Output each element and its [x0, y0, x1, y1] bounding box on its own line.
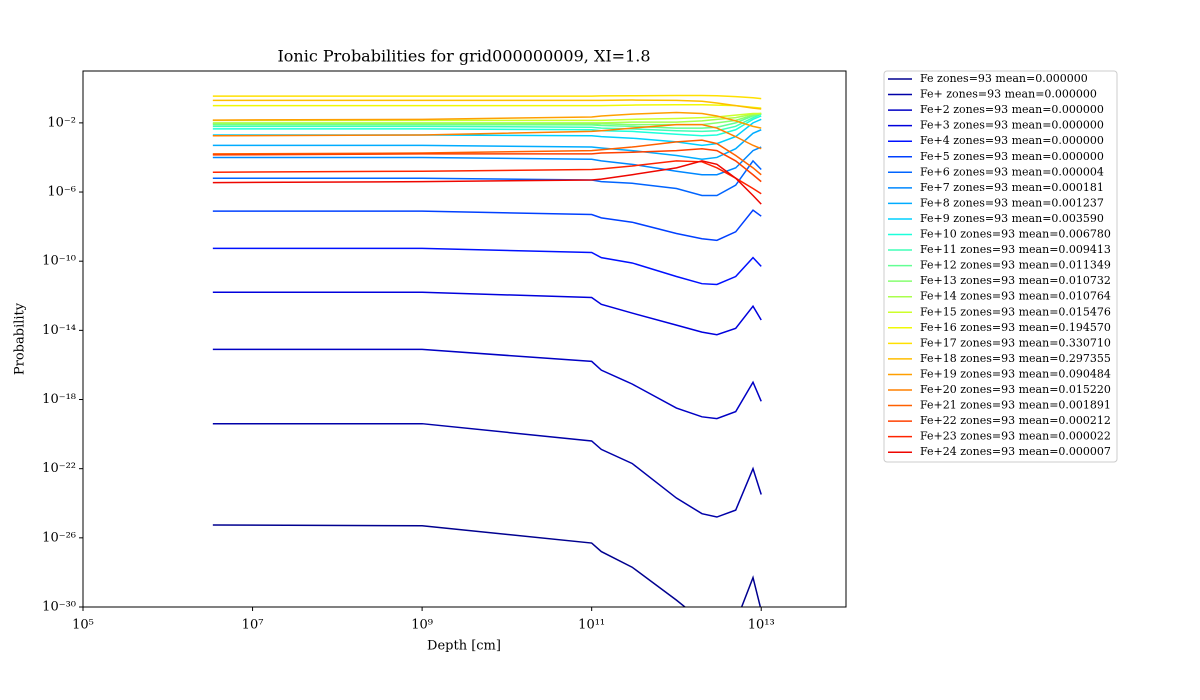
legend-label: Fe+15 zones=93 mean=0.015476	[920, 305, 1111, 318]
y-tick-label: 10⁻²	[47, 115, 76, 130]
series-line	[212, 111, 762, 129]
x-tick-label: 10⁹	[411, 618, 433, 633]
legend-label: Fe+18 zones=93 mean=0.297355	[920, 352, 1111, 365]
series-line	[212, 115, 762, 137]
series-line	[212, 147, 762, 183]
x-tick-label: 10⁷	[242, 618, 264, 633]
series-line	[212, 139, 762, 176]
y-tick-label: 10⁻²⁶	[42, 530, 76, 545]
legend-label: Fe+8 zones=93 mean=0.001237	[920, 196, 1104, 209]
y-tick-label: 10⁻³⁰	[42, 600, 76, 615]
legend-label: Fe+4 zones=93 mean=0.000000	[920, 134, 1104, 147]
y-axis-label: Probability	[13, 302, 28, 375]
series-line	[212, 422, 762, 518]
series-line	[212, 291, 762, 336]
series-line	[212, 524, 762, 607]
plot-frame	[82, 70, 847, 608]
legend-label: Fe+22 zones=93 mean=0.000212	[920, 414, 1111, 427]
y-tick-label: 10⁻¹⁰	[42, 254, 76, 269]
plot-lines	[212, 94, 762, 607]
legend-label: Fe+16 zones=93 mean=0.194570	[920, 321, 1111, 334]
legend-label: Fe+17 zones=93 mean=0.330710	[920, 336, 1111, 349]
series-line	[212, 160, 762, 195]
series-line	[212, 112, 762, 129]
legend-label: Fe+9 zones=93 mean=0.003590	[920, 212, 1104, 225]
legend-label: Fe+19 zones=93 mean=0.090484	[920, 367, 1111, 380]
legend-label: Fe+10 zones=93 mean=0.006780	[920, 228, 1111, 241]
legend-label: Fe+20 zones=93 mean=0.015220	[920, 383, 1111, 396]
legend-label: Fe+21 zones=93 mean=0.001891	[920, 399, 1111, 412]
x-tick-label: 10¹¹	[578, 618, 605, 633]
legend-label: Fe+14 zones=93 mean=0.010764	[920, 290, 1111, 303]
x-tick-label: 10⁵	[72, 618, 94, 633]
series-line	[212, 94, 762, 100]
legend-box	[883, 70, 1118, 463]
y-tick-label: 10⁻⁶	[47, 185, 76, 200]
legend-label: Fe+5 zones=93 mean=0.000000	[920, 150, 1104, 163]
series-line	[212, 247, 762, 286]
legend-label: Fe zones=93 mean=0.000000	[920, 72, 1088, 85]
series-line	[212, 209, 762, 242]
legend-label: Fe+ zones=93 mean=0.000000	[920, 88, 1097, 101]
chart-title: Ionic Probabilities for grid000000009, X…	[277, 47, 650, 66]
legend-label: Fe+11 zones=93 mean=0.009413	[920, 243, 1111, 256]
series-line	[212, 160, 762, 205]
y-tick-label: 10⁻¹⁸	[42, 392, 76, 407]
series-line	[212, 129, 762, 160]
series-line	[212, 348, 762, 420]
x-axis-label: Depth [cm]	[427, 639, 501, 654]
y-tick-label: 10⁻¹⁴	[42, 323, 76, 338]
series-line	[212, 146, 762, 176]
legend-label: Fe+3 zones=93 mean=0.000000	[920, 119, 1104, 132]
x-tick-label: 10¹³	[748, 618, 775, 633]
series-line	[212, 99, 762, 110]
legend-label: Fe+6 zones=93 mean=0.000004	[920, 165, 1104, 178]
legend-label: Fe+7 zones=93 mean=0.000181	[920, 181, 1104, 194]
legend-label: Fe+13 zones=93 mean=0.010732	[920, 274, 1111, 287]
y-tick-label: 10⁻²²	[42, 461, 76, 476]
series-line	[212, 159, 762, 197]
series-line	[212, 112, 762, 124]
series-line	[212, 123, 762, 150]
legend-label: Fe+24 zones=93 mean=0.000007	[920, 445, 1111, 458]
legend-label: Fe+12 zones=93 mean=0.011349	[920, 259, 1111, 272]
legend-label: Fe+23 zones=93 mean=0.000022	[920, 430, 1111, 443]
legend-label: Fe+2 zones=93 mean=0.000000	[920, 103, 1104, 116]
series-line	[212, 112, 762, 122]
